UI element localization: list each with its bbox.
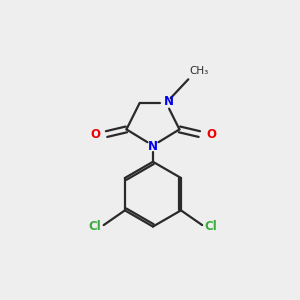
Text: O: O (90, 128, 100, 141)
Text: N: N (164, 95, 174, 108)
Text: Cl: Cl (205, 220, 218, 233)
Text: N: N (148, 140, 158, 153)
Text: O: O (206, 128, 216, 141)
Text: CH₃: CH₃ (190, 66, 209, 76)
Text: Cl: Cl (88, 220, 101, 233)
